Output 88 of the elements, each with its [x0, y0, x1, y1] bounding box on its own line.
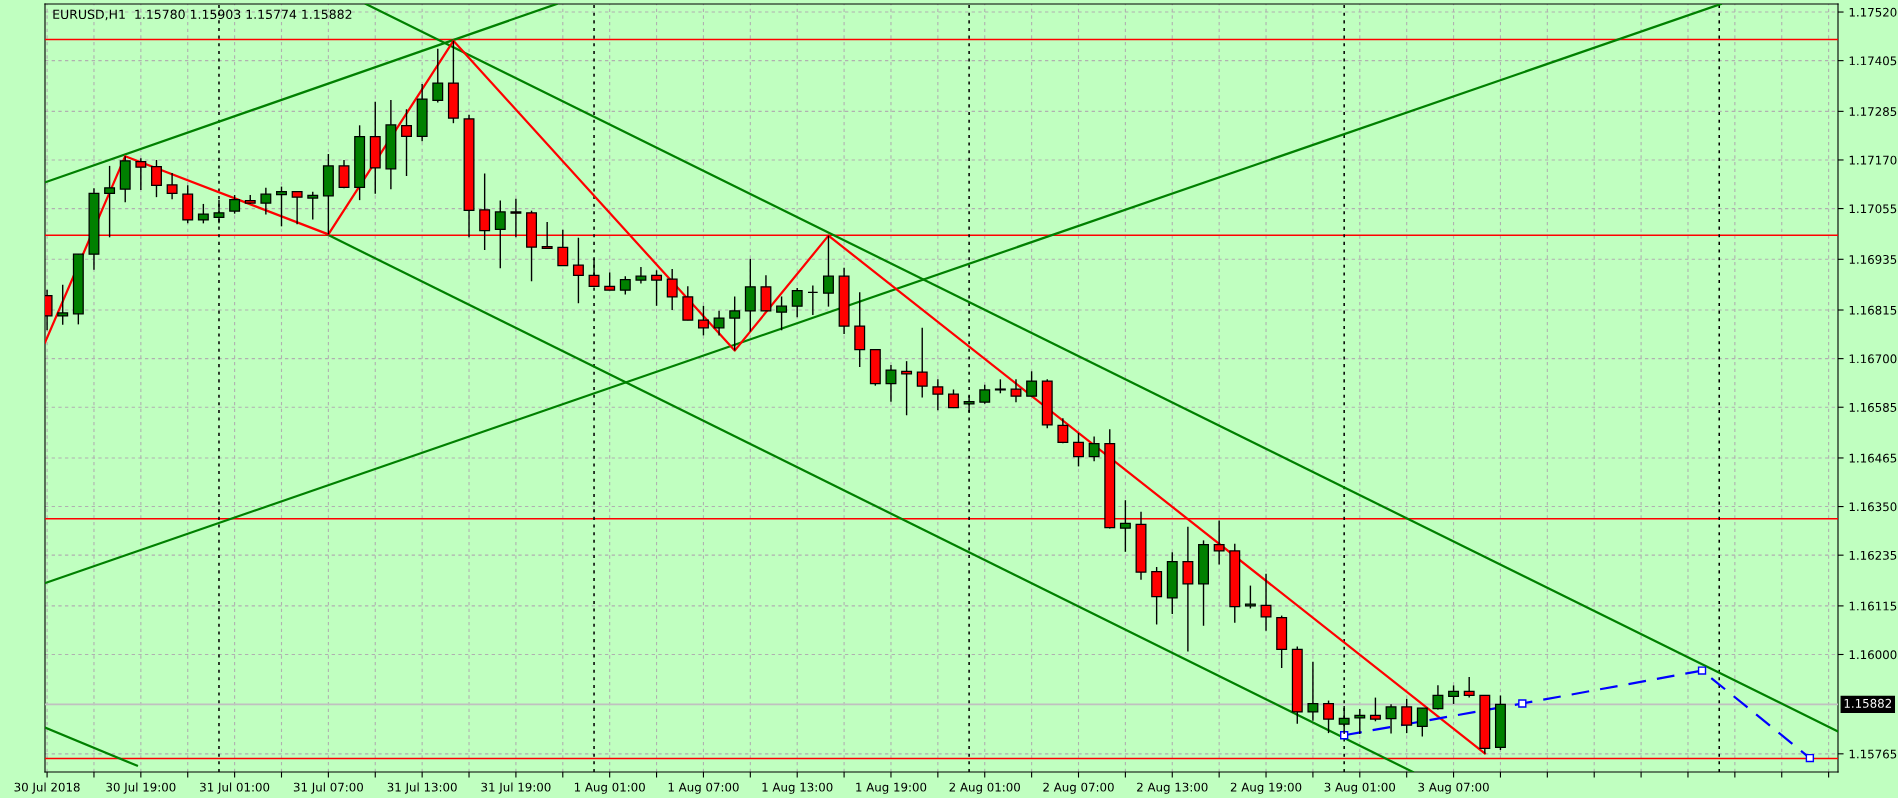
candlestick: [1119, 499, 1131, 553]
candlestick: [135, 157, 147, 191]
candlestick: [713, 310, 725, 337]
candlestick: [307, 190, 319, 221]
candlestick: [1432, 684, 1444, 711]
candlestick: [166, 172, 178, 200]
candlestick: [1073, 432, 1084, 468]
candlestick: [1182, 526, 1194, 653]
candlestick: [1260, 573, 1272, 632]
y-tick-label: 1.16585: [1849, 402, 1897, 412]
candlestick: [229, 194, 241, 215]
y-tick-label: 1.17405: [1849, 56, 1897, 66]
candlestick: [572, 237, 584, 304]
candlestick: [338, 159, 350, 189]
candlestick: [1057, 417, 1069, 444]
x-tick-label: 2 Aug 07:00: [1043, 782, 1114, 794]
candlestick: [1307, 660, 1319, 722]
candlestick: [697, 305, 709, 337]
y-tick-label: 1.16935: [1849, 255, 1897, 264]
x-tick-label: 3 Aug 07:00: [1418, 782, 1489, 794]
candlestick: [1416, 707, 1428, 738]
candlestick: [1244, 584, 1256, 610]
candlestick: [979, 384, 991, 405]
candlestick: [854, 291, 866, 368]
chart-title: EURUSD,H1 1.15780 1.15903 1.15774 1.15882: [53, 9, 352, 21]
candlestick: [807, 284, 819, 316]
x-tick-label: 31 Jul 13:00: [387, 782, 457, 794]
x-tick-label: 1 Aug 01:00: [574, 782, 645, 794]
candlestick: [682, 285, 694, 321]
y-tick-label: 1.15765: [1849, 749, 1897, 759]
x-tick-label: 31 Jul 07:00: [293, 782, 363, 794]
candlestick: [291, 190, 303, 225]
candlestick: [932, 378, 944, 411]
y-tick-label: 1.16115: [1849, 601, 1897, 611]
candlestick: [651, 269, 663, 307]
x-tick-label: 1 Aug 19:00: [856, 782, 927, 794]
candlestick: [776, 295, 788, 331]
candlestick: [916, 327, 928, 399]
candlestick: [1385, 703, 1397, 735]
x-tick-label: 31 Jul 01:00: [200, 782, 270, 794]
x-tick-label: 2 Aug 19:00: [1230, 782, 1302, 794]
x-tick-label: 30 Jul 2018: [14, 782, 80, 794]
y-tick-label: 1.17520: [1849, 7, 1897, 17]
candlestick: [1010, 378, 1022, 403]
point: [1697, 666, 1707, 675]
x-tick-label: 1 Aug 07:00: [668, 782, 739, 794]
candlestick: [619, 275, 631, 296]
x-tick-label: 31 Jul 19:00: [481, 782, 551, 794]
y-tick-label: 1.16350: [1849, 502, 1897, 512]
candlestick: [822, 234, 834, 308]
point: [1805, 753, 1815, 763]
candlestick: [1463, 676, 1475, 699]
y-tick-label: 1.17285: [1849, 107, 1897, 117]
y-tick-label: 1.16000: [1849, 650, 1897, 660]
candlestick: [276, 185, 287, 228]
candlestick: [1369, 696, 1381, 722]
candlestick: [1448, 684, 1460, 705]
y-tick-label: 1.16700: [1849, 354, 1897, 364]
x-tick-label: 2 Aug 13:00: [1137, 782, 1208, 794]
candlestick: [197, 203, 209, 225]
candlestick: [666, 268, 678, 311]
y-tick-label: 1.16465: [1849, 453, 1897, 463]
candlestick: [1401, 698, 1413, 734]
candlestick: [57, 283, 69, 326]
candlestick: [791, 287, 803, 318]
ref-line-label: 1.15882: [1844, 698, 1892, 708]
candlestick: [432, 48, 444, 104]
y-tick-label: 1.17170: [1849, 155, 1897, 165]
candlestick: [494, 199, 506, 269]
candlestick: [1026, 370, 1038, 398]
candlestick: [151, 159, 162, 198]
candlestick: [1323, 699, 1335, 734]
candlestick: [1088, 435, 1100, 463]
candlestick: [104, 165, 116, 239]
candlestick: [729, 295, 741, 352]
y-tick-label: 1.16235: [1849, 550, 1897, 560]
x-tick-label: 2 Aug 01:00: [949, 782, 1020, 794]
x-tick-label: 30 Jul 19:00: [106, 782, 176, 794]
y-tick-label: 1.17055: [1849, 204, 1897, 214]
x-tick-label: 1 Aug 13:00: [762, 782, 833, 794]
candlestick: [635, 266, 647, 285]
candlestick: [260, 187, 272, 216]
candlestick: [885, 364, 897, 403]
point: [1518, 699, 1527, 708]
x-tick-label: 3 Aug 01:00: [1324, 782, 1396, 794]
y-tick-label: 1.16815: [1849, 305, 1897, 315]
candlestick: [401, 108, 412, 177]
candlestick: [1354, 708, 1366, 735]
